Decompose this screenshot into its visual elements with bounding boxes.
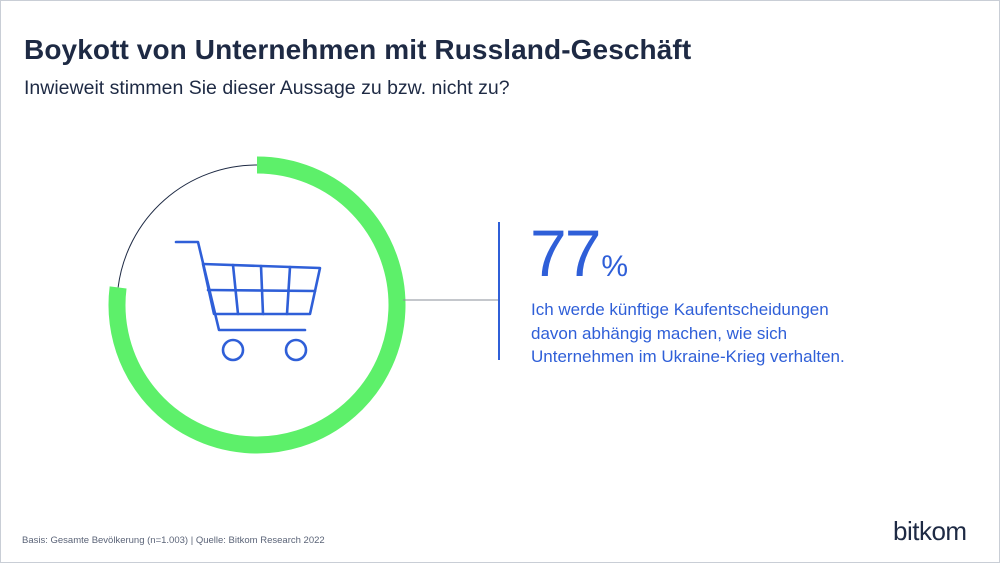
- donut-rest-arc: [117, 164, 257, 288]
- donut-value-arc: [108, 156, 406, 454]
- shopping-cart-icon: [174, 240, 322, 362]
- statement-line: Ich werde künftige Kaufentscheidungen: [531, 300, 829, 319]
- statement-line: Unternehmen im Ukraine-Krieg verhalten.: [531, 347, 845, 366]
- chart-title: Boykott von Unternehmen mit Russland-Ges…: [24, 34, 692, 65]
- statement-line: davon abhängig machen, wie sich: [531, 323, 788, 343]
- source-note: Basis: Gesamte Bevölkerung (n=1.003) | Q…: [22, 535, 325, 546]
- chart-subtitle: Inwieweit stimmen Sie dieser Aussage zu …: [24, 77, 510, 99]
- percentage-value: 77: [530, 216, 601, 290]
- bitkom-logo: bitkom: [893, 516, 967, 546]
- statement-text: Ich werde künftige Kaufentscheidungen da…: [531, 298, 891, 369]
- percentage-stat: 77%: [530, 218, 628, 288]
- percentage-unit: %: [601, 250, 629, 283]
